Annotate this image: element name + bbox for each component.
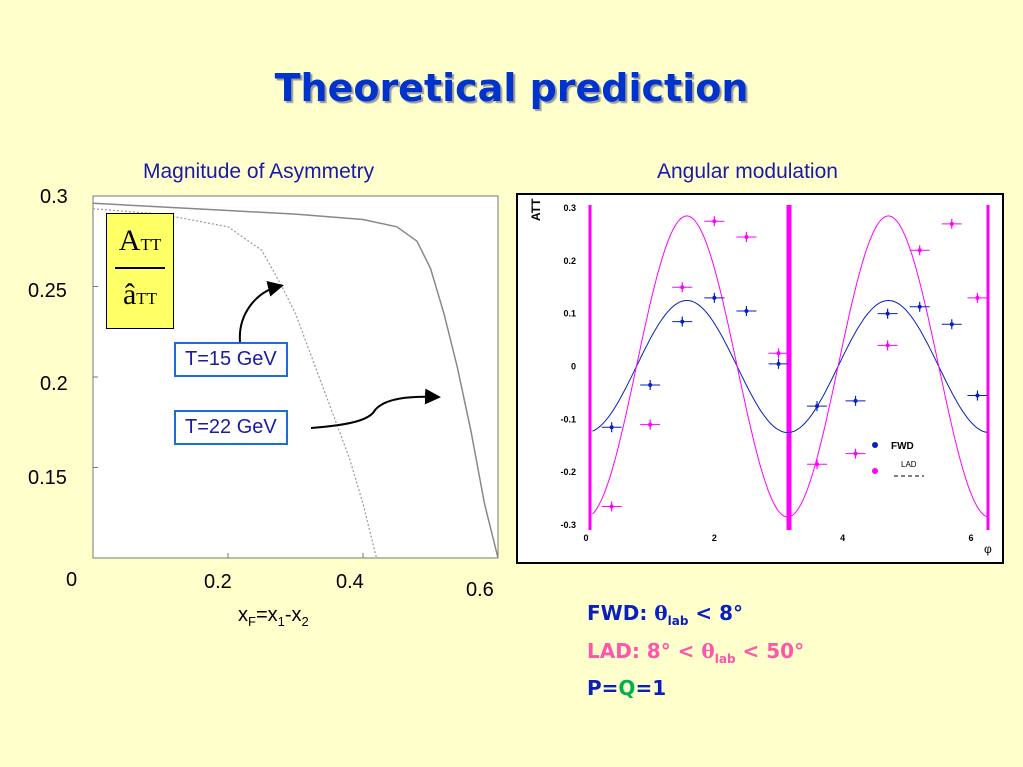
data-point-fwd	[680, 319, 685, 324]
data-point-fwd	[975, 393, 980, 398]
right-x-axis-label: φ	[984, 542, 992, 556]
right-y-tick: 0	[571, 362, 576, 372]
data-point-fwd	[744, 309, 749, 314]
data-point-lad	[949, 221, 954, 226]
data-point-fwd	[648, 382, 653, 387]
fwd-condition: FWD: θlab < 8°	[587, 601, 744, 628]
series-line-t15	[92, 208, 378, 559]
data-point-lad	[815, 462, 820, 467]
right-y-tick: 0.1	[563, 309, 576, 319]
left-chart-subtitle: Magnitude of Asymmetry	[143, 160, 375, 183]
data-point-lad	[744, 235, 749, 240]
data-point-lad	[648, 422, 653, 427]
left-y-tick: 0.2	[40, 373, 68, 395]
data-point-fwd	[917, 304, 922, 309]
fit-curve-lad	[592, 215, 988, 518]
legend-lad-label: LAD	[901, 460, 917, 469]
data-point-fwd	[609, 425, 614, 430]
data-point-fwd	[949, 322, 954, 327]
right-y-tick: -0.2	[560, 467, 576, 477]
left-x-tick: 0.6	[466, 579, 494, 601]
left-y-tick: 0.3	[40, 186, 68, 208]
data-point-fwd	[776, 361, 781, 366]
right-chart-frame	[516, 193, 1004, 564]
legend-fwd-label: FWD	[891, 441, 914, 452]
phase-boundary-line	[986, 205, 990, 530]
data-point-lad	[917, 248, 922, 253]
data-point-fwd	[885, 311, 890, 316]
phase-boundary-line	[786, 205, 792, 530]
left-x-axis-label: xF=x1-x2	[238, 604, 309, 629]
right-x-tick: 4	[840, 533, 845, 543]
right-chart-plot: 0.3 0.2 0.1 0 -0.1 -0.2 -0.3 0 2 4 6 ATT φ FWD LAD	[516, 193, 1004, 564]
left-x-tick: 0.2	[204, 571, 232, 593]
legend-lad-marker	[872, 468, 878, 474]
data-point-fwd	[712, 295, 717, 300]
page-title: Theoretical prediction	[274, 66, 749, 110]
right-x-tick: 6	[969, 533, 974, 543]
right-y-tick: -0.1	[560, 414, 576, 424]
data-point-fwd	[815, 404, 820, 409]
left-y-tick: 0.25	[28, 280, 67, 302]
callout-t15: T=15 GeV	[174, 342, 288, 377]
callout-arrow-t22	[310, 388, 441, 429]
left-x-tick: 0	[66, 569, 78, 591]
fit-curve-fwd	[592, 299, 988, 434]
legend-fwd-marker	[872, 442, 878, 448]
data-point-lad	[975, 295, 980, 300]
series-line-t22	[92, 202, 499, 559]
right-x-tick: 2	[712, 533, 717, 543]
lad-condition: LAD: 8° < θlab < 50°	[587, 639, 805, 666]
callout-t22: T=22 GeV	[174, 410, 288, 445]
ratio-label-box: ATT âTT	[106, 213, 174, 329]
data-point-fwd	[853, 398, 858, 403]
right-chart-subtitle: Angular modulation	[657, 160, 838, 183]
pq-condition: P=Q=1	[587, 676, 667, 700]
data-point-lad	[853, 451, 858, 456]
callout-arrow-t15	[238, 281, 284, 343]
right-x-tick: 0	[583, 533, 588, 543]
data-point-lad	[609, 504, 614, 509]
phase-boundary-line	[588, 205, 592, 530]
data-point-lad	[885, 343, 890, 348]
right-y-tick: -0.3	[560, 520, 576, 530]
right-y-axis-label: ATT	[529, 198, 543, 221]
left-y-tick: 0.15	[28, 467, 67, 489]
data-point-lad	[680, 285, 685, 290]
data-point-lad	[712, 219, 717, 224]
right-y-tick: 0.3	[563, 203, 576, 213]
left-x-tick: 0.4	[336, 571, 364, 593]
data-point-lad	[776, 351, 781, 356]
right-y-tick: 0.2	[563, 256, 576, 266]
